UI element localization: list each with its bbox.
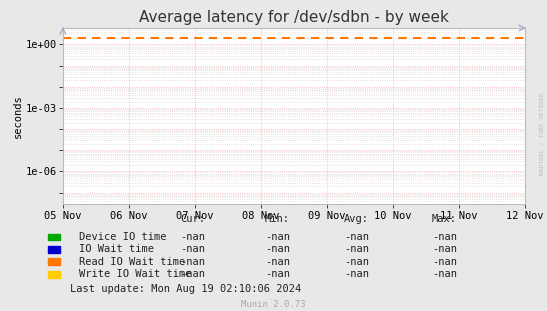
Text: -nan: -nan	[432, 232, 457, 242]
Text: IO Wait time: IO Wait time	[79, 244, 154, 254]
Text: Device IO time: Device IO time	[79, 232, 167, 242]
Text: -nan: -nan	[265, 232, 290, 242]
Text: Munin 2.0.73: Munin 2.0.73	[241, 300, 306, 309]
Text: -nan: -nan	[180, 244, 205, 254]
Text: RRDTOOL / TOBI OETIKER: RRDTOOL / TOBI OETIKER	[539, 92, 544, 175]
Text: -nan: -nan	[265, 244, 290, 254]
Y-axis label: seconds: seconds	[13, 94, 24, 138]
Text: -nan: -nan	[432, 244, 457, 254]
Text: -nan: -nan	[344, 244, 369, 254]
Text: -nan: -nan	[344, 257, 369, 267]
Title: Average latency for /dev/sdbn - by week: Average latency for /dev/sdbn - by week	[139, 11, 449, 26]
Text: -nan: -nan	[432, 269, 457, 279]
Text: Cur:: Cur:	[180, 214, 205, 224]
Text: -nan: -nan	[265, 269, 290, 279]
Text: -nan: -nan	[180, 232, 205, 242]
Text: -nan: -nan	[432, 257, 457, 267]
Text: Last update: Mon Aug 19 02:10:06 2024: Last update: Mon Aug 19 02:10:06 2024	[69, 284, 301, 294]
Text: -nan: -nan	[265, 257, 290, 267]
Text: -nan: -nan	[180, 257, 205, 267]
Text: Avg:: Avg:	[344, 214, 369, 224]
Text: -nan: -nan	[344, 232, 369, 242]
Text: Write IO Wait time: Write IO Wait time	[79, 269, 192, 279]
Text: Read IO Wait time: Read IO Wait time	[79, 257, 185, 267]
Text: Min:: Min:	[265, 214, 290, 224]
Text: -nan: -nan	[344, 269, 369, 279]
Text: Max:: Max:	[432, 214, 457, 224]
Text: -nan: -nan	[180, 269, 205, 279]
